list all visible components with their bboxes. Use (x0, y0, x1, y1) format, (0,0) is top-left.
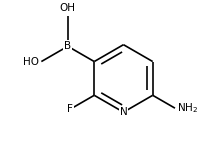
Text: OH: OH (60, 3, 76, 13)
Text: B: B (64, 41, 71, 51)
Text: NH$_2$: NH$_2$ (177, 101, 198, 115)
Text: HO: HO (23, 57, 39, 67)
Text: N: N (120, 107, 127, 117)
Text: F: F (67, 104, 73, 114)
